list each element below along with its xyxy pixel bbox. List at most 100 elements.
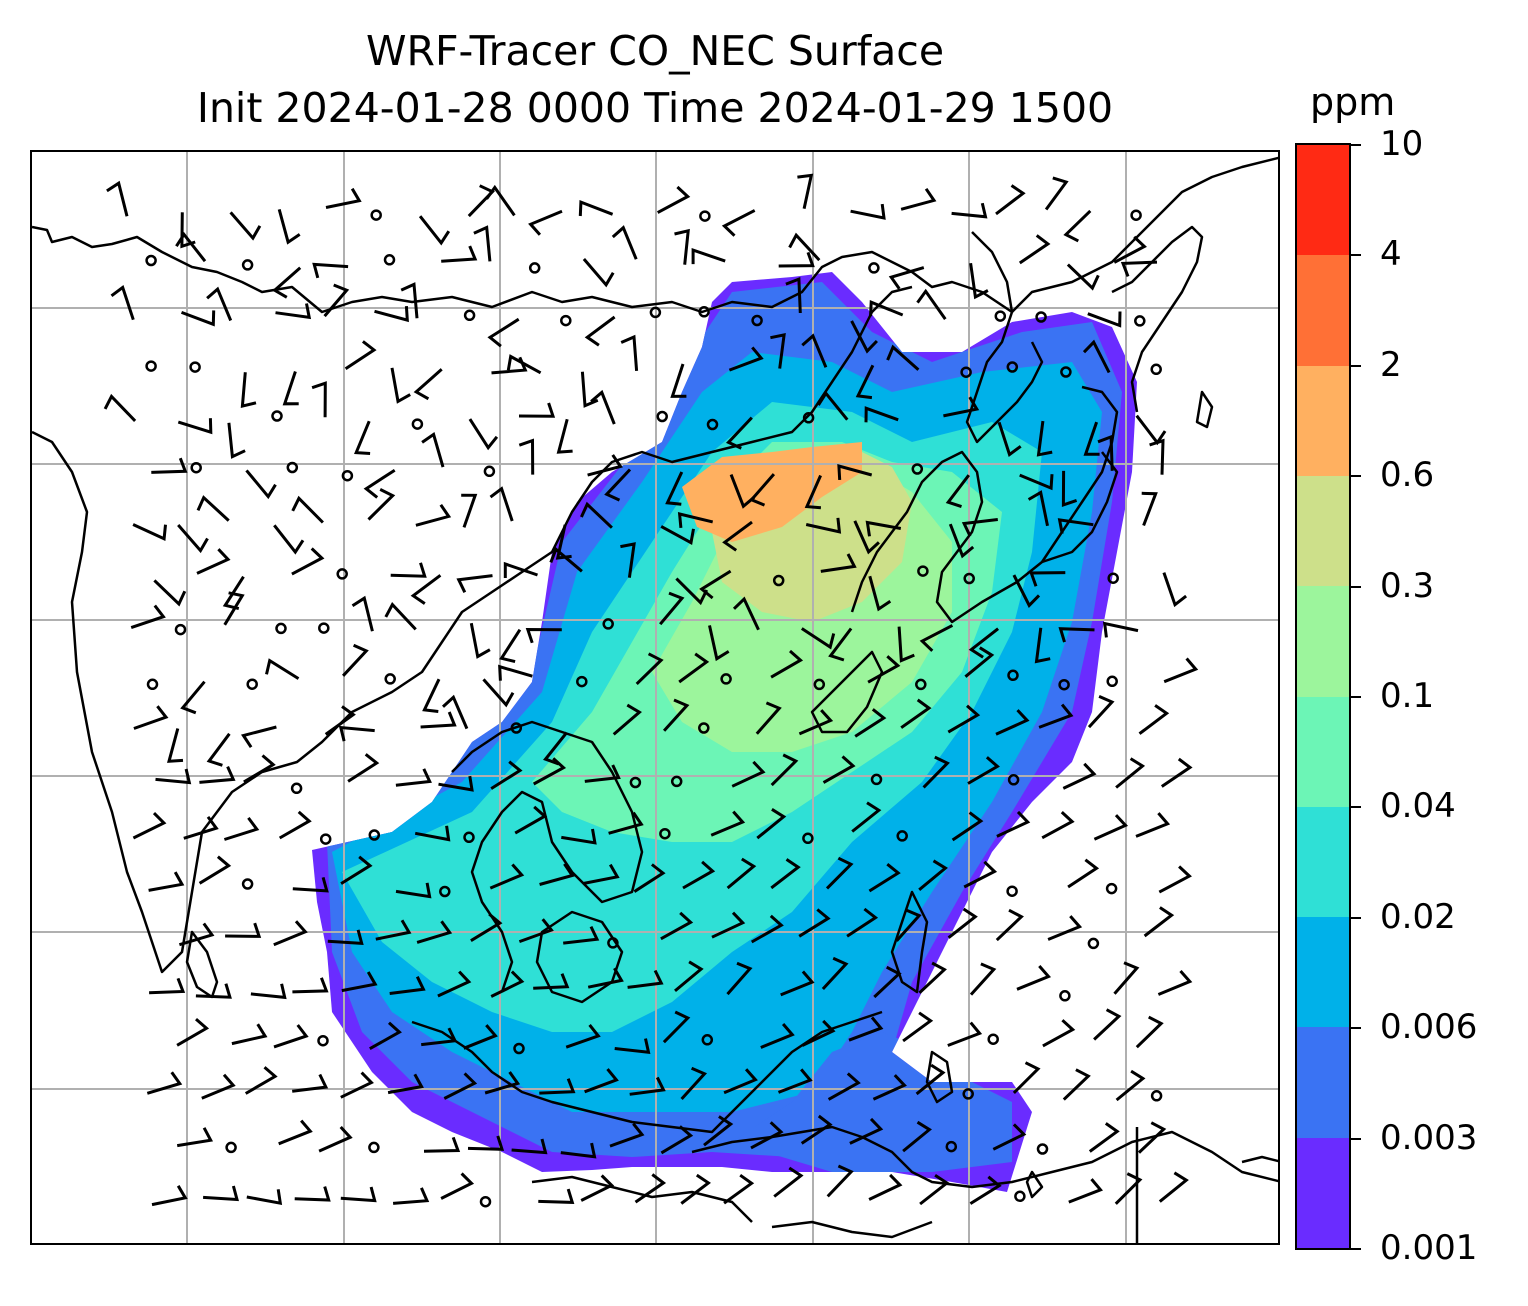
calm-wind-marker [870, 773, 883, 786]
wind-barb [662, 1010, 691, 1044]
wind-barb [1036, 420, 1053, 457]
colorbar-tick-label: 0.3 [1380, 565, 1435, 606]
wind-barb [947, 704, 981, 734]
wind-barb [659, 591, 685, 626]
wind-barb [1082, 339, 1111, 374]
wind-barb [443, 1072, 478, 1100]
wind-barb [533, 973, 570, 990]
calm-wind-marker [706, 418, 719, 431]
wind-barb [489, 486, 514, 522]
colorbar-tick-label: 0.6 [1380, 455, 1435, 496]
wind-barb [1087, 311, 1122, 328]
wind-barb [176, 1127, 214, 1148]
wind-barb [826, 1164, 854, 1198]
wind-barb [278, 1119, 313, 1146]
wind-barb [1141, 491, 1158, 527]
calm-wind-marker [439, 885, 451, 898]
wind-barb [413, 368, 443, 401]
wind-barb [468, 418, 499, 451]
wind-barb [543, 731, 568, 766]
map-title-line2: Init 2024-01-28 0000 Time 2024-01-29 150… [196, 84, 1114, 132]
calm-wind-marker [659, 827, 671, 840]
wind-barb [614, 1038, 651, 1055]
wind-barb [467, 184, 495, 218]
wind-barb [728, 346, 764, 372]
wind-barb [703, 1115, 734, 1147]
calm-wind-marker [1060, 366, 1072, 378]
wind-barb [680, 1066, 708, 1101]
calm-wind-marker [1014, 1190, 1026, 1203]
wind-barb [277, 209, 301, 245]
wind-barb [850, 320, 878, 354]
wind-barb [1087, 695, 1115, 729]
calm-wind-marker [317, 1034, 329, 1047]
calm-wind-marker [370, 209, 382, 221]
calm-wind-marker [241, 259, 254, 271]
wind-barb [327, 929, 364, 946]
calm-wind-marker [145, 360, 157, 372]
calm-wind-marker [1007, 669, 1019, 682]
colorbar-tick-label: 0.02 [1380, 896, 1456, 937]
wind-barb [461, 493, 478, 528]
calm-wind-marker [368, 1141, 380, 1154]
calm-wind-marker [510, 722, 523, 734]
calm-wind-marker [896, 830, 908, 842]
colorbar-unit-label: ppm [1310, 80, 1396, 124]
wind-barb [340, 1071, 374, 1099]
wind-barb [587, 967, 624, 989]
wind-barb [660, 525, 695, 546]
calm-wind-marker [1059, 990, 1071, 1002]
calm-wind-marker [189, 361, 201, 373]
wind-barb [1137, 1121, 1167, 1154]
wind-barb [223, 817, 260, 841]
wind-barb [1047, 915, 1083, 941]
wind-barb [590, 389, 616, 425]
colorbar-segment [1297, 585, 1349, 697]
wind-barb [387, 1073, 424, 1095]
map-panel [30, 150, 1280, 1245]
calm-wind-marker [720, 673, 732, 685]
wind-barb [177, 524, 209, 554]
calm-wind-marker [670, 775, 683, 788]
wind-barb [1160, 757, 1193, 788]
wind-barb [338, 725, 375, 742]
wind-barb [1162, 572, 1188, 608]
wind-barb [756, 808, 787, 840]
wind-barb [196, 495, 230, 522]
wind-barb [440, 1172, 475, 1200]
wind-barb [691, 248, 726, 265]
wind-barb [750, 1121, 784, 1150]
colorbar-tick [1351, 696, 1361, 698]
wind-barb [201, 1073, 236, 1100]
wind-barb [1016, 965, 1052, 991]
wind-barb [674, 960, 704, 993]
colorbar-segment [1297, 475, 1349, 587]
wind-barb [178, 922, 215, 947]
wind-barb [777, 1068, 813, 1094]
wind-barb [518, 918, 554, 944]
wind-barb [250, 983, 287, 1000]
wind-barb [351, 595, 374, 632]
wind-barb [473, 225, 492, 262]
wind-barb [1163, 657, 1199, 684]
calm-wind-marker [802, 412, 815, 424]
wind-barb [1062, 762, 1097, 790]
wind-barb [539, 863, 575, 886]
wind-barb [837, 464, 873, 480]
wind-barb [278, 810, 312, 840]
wind-barb [580, 501, 613, 529]
calm-wind-marker [1107, 572, 1119, 584]
wind-barb [199, 765, 236, 784]
wind-barb [919, 624, 954, 652]
wind-barb [611, 225, 638, 260]
colorbar-tick [1351, 1027, 1361, 1030]
wind-barb [1143, 906, 1175, 938]
calm-wind-marker [560, 314, 572, 327]
calm-wind-marker [1006, 885, 1018, 897]
calm-wind-marker [629, 776, 642, 789]
wind-barb [995, 908, 1024, 942]
wind-barb [1057, 518, 1094, 534]
wind-barb [231, 1023, 268, 1046]
wind-barb [195, 983, 232, 999]
colorbar-segment [1297, 916, 1349, 1028]
